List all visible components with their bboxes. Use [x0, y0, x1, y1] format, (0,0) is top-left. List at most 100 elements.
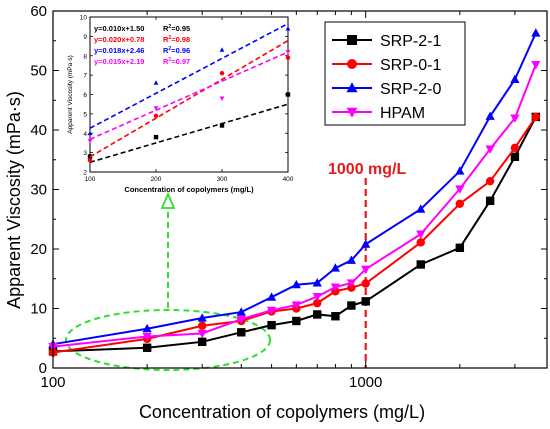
- data-point-SRP-2-0: [361, 239, 371, 248]
- inset-fit-r2: R2=0.98: [163, 35, 190, 44]
- inset-data-point: [219, 96, 225, 101]
- inset-data-point: [153, 106, 159, 111]
- x-tick-label: 100: [40, 374, 65, 391]
- legend-marker-SRP-0-1: [347, 59, 357, 69]
- inset-fit-equation: y=0.010x+1.50: [94, 24, 144, 33]
- inset-data-point: [219, 70, 225, 76]
- y-tick-label: 30: [30, 182, 47, 199]
- legend-marker-HPAM: [346, 107, 358, 118]
- data-point-HPAM: [531, 60, 541, 70]
- data-point-SRP-2-0: [236, 307, 246, 316]
- data-point-SRP-2-1: [455, 243, 465, 253]
- data-point-SRP-2-1: [361, 297, 370, 306]
- data-point-HPAM: [236, 315, 246, 325]
- data-point-SRP-0-1: [485, 176, 495, 186]
- data-point-HPAM: [312, 293, 322, 302]
- inset-y-tick-label: 8: [83, 53, 87, 60]
- data-point-SRP-2-0: [485, 111, 495, 120]
- inset-y-tick-label: 7: [83, 73, 87, 80]
- annotation-1000-label: 1000 mg/L: [328, 161, 406, 178]
- data-point-HPAM: [346, 279, 357, 288]
- x-axis-title: Concentration of copolymers (mg/L): [139, 402, 425, 422]
- highlight-ellipse: [65, 309, 271, 371]
- data-point-HPAM: [330, 283, 341, 292]
- legend-marker-SRP-2-1: [347, 35, 357, 45]
- y-tick-label: 10: [30, 301, 47, 318]
- y-tick-label: 50: [30, 63, 47, 80]
- data-point-SRP-2-0: [510, 74, 520, 83]
- legend-label-HPAM: HPAM: [380, 105, 425, 122]
- inset-fit-r2: R2=0.97: [163, 57, 190, 66]
- inset-data-point: [153, 113, 159, 119]
- data-point-SRP-0-1: [361, 279, 370, 288]
- inset-fit-line: [89, 51, 289, 140]
- inset-y-tick-label: 3: [83, 150, 87, 157]
- legend-label-SRP-2-0: SRP-2-0: [380, 81, 441, 98]
- inset-data-point: [219, 47, 225, 52]
- y-tick-label: 40: [30, 122, 47, 139]
- data-point-SRP-0-1: [313, 298, 322, 308]
- inset-chart: 2 3 4 5 6 7 8 9 10 100 200 300 400 Concentration of c…: [67, 15, 294, 195]
- data-point-SRP-2-0: [330, 263, 341, 272]
- inset-y-tick-label: 6: [83, 92, 87, 99]
- inset-y-tick-label: 10: [80, 15, 88, 22]
- inset-fit-line: [89, 103, 289, 164]
- inset-plot-frame: [89, 16, 289, 173]
- data-point-SRP-2-0: [346, 255, 357, 264]
- legend-marker-SRP-2-0: [346, 82, 358, 93]
- inset-data-point: [87, 130, 93, 136]
- y-tick-label: 0: [39, 360, 47, 377]
- inset-data-point: [219, 123, 225, 128]
- data-point-SRP-2-0: [455, 166, 465, 175]
- inset-data-point: [285, 26, 291, 31]
- x-tick-label: 1000: [349, 374, 382, 391]
- inset-fit-line: [89, 22, 289, 129]
- inset-data-point: [87, 158, 93, 163]
- data-point-SRP-2-1: [416, 260, 425, 269]
- inset-fit-line: [89, 39, 289, 158]
- inset-y-tick-label: 4: [83, 131, 87, 138]
- inset-data-point: [153, 134, 159, 140]
- main-axes: 0 10 20 30 40 50 60 100 1000: [30, 3, 548, 391]
- inset-y-tick-label: 5: [83, 111, 87, 118]
- data-point-HPAM: [197, 329, 207, 339]
- data-point-SRP-2-0: [142, 323, 152, 333]
- data-point-HPAM: [266, 306, 277, 316]
- highlight-arrow-head: [160, 191, 176, 209]
- data-point-SRP-0-1: [455, 199, 465, 208]
- inset-y-tick-label: 9: [83, 34, 87, 41]
- data-point-HPAM: [291, 301, 301, 310]
- data-point-SRP-2-1: [331, 312, 340, 321]
- inset-fit-r2: R2=0.95: [163, 24, 190, 33]
- legend: SRP-2-1 SRP-0-1 SRP-2-0 HPAM: [324, 21, 466, 126]
- data-point-SRP-2-0: [291, 279, 301, 289]
- data-point-SRP-0-1: [510, 143, 520, 153]
- inset-fit-equation: y=0.015x+2.19: [94, 57, 144, 66]
- main-series-layer: [48, 28, 541, 357]
- data-point-SRP-2-0: [266, 292, 277, 301]
- data-point-SRP-2-1: [197, 337, 207, 347]
- data-point-SRP-2-0: [197, 313, 207, 322]
- inset-fit-r2: R2=0.96: [163, 46, 190, 55]
- inset-x-tick-label: 100: [85, 176, 96, 183]
- inset-y-tick-label: 2: [83, 170, 87, 177]
- inset-x-tick-label: 200: [151, 176, 162, 183]
- data-point-SRP-2-1: [485, 196, 495, 206]
- data-point-SRP-0-1: [531, 112, 541, 122]
- data-point-SRP-2-0: [416, 204, 426, 213]
- y-tick-label: 60: [30, 3, 47, 20]
- data-point-HPAM: [485, 145, 495, 154]
- inset-x-tick-label: 300: [217, 176, 228, 183]
- data-point-SRP-2-0: [312, 278, 322, 287]
- inset-fit-equation: y=0.018x+2.46: [94, 46, 144, 55]
- data-point-HPAM: [510, 114, 520, 123]
- data-point-SRP-2-1: [510, 152, 520, 161]
- inset-fit-equation: y=0.020x+0.78: [94, 35, 144, 44]
- inset-data-point: [285, 50, 291, 55]
- y-axis-title: Apparent Viscosity (mPa·s): [4, 91, 24, 309]
- data-point-SRP-0-1: [197, 321, 207, 330]
- data-point-SRP-2-1: [267, 320, 276, 330]
- data-point-HPAM: [455, 185, 465, 194]
